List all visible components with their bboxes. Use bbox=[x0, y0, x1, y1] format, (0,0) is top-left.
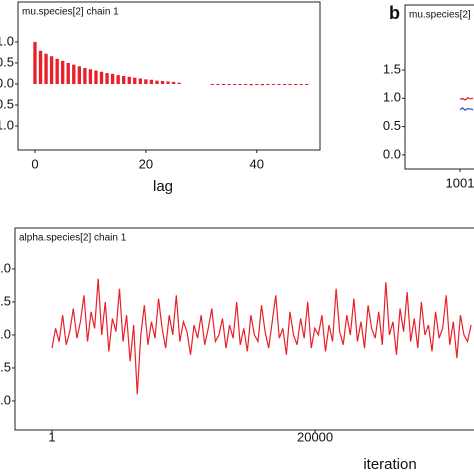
bar bbox=[210, 83, 215, 85]
bar bbox=[288, 83, 292, 85]
bar bbox=[177, 82, 181, 84]
x-tick-label: 1 bbox=[48, 429, 55, 444]
plot-area: mu.species[2] chains 1:2 bbox=[409, 10, 474, 111]
panel-letter: b bbox=[389, 3, 400, 23]
bar bbox=[271, 83, 276, 85]
bar bbox=[99, 71, 104, 84]
y-tick-label: 1.0 bbox=[0, 33, 14, 48]
bar bbox=[38, 50, 43, 84]
trace-line bbox=[51, 278, 472, 395]
y-tick-label: 1.0 bbox=[0, 326, 11, 341]
bar bbox=[171, 81, 176, 84]
trace-line bbox=[459, 107, 474, 111]
chart-title: mu.species[2] chain 1 bbox=[22, 7, 119, 18]
bar bbox=[133, 77, 137, 84]
bar bbox=[216, 83, 220, 85]
bar bbox=[49, 56, 54, 84]
bar bbox=[260, 83, 264, 86]
bar bbox=[66, 62, 70, 84]
plot-frame bbox=[17, 1, 321, 151]
bar bbox=[110, 73, 115, 84]
y-tick-label: 1.0 bbox=[383, 90, 401, 105]
bar bbox=[94, 70, 98, 84]
bar bbox=[221, 83, 226, 85]
bar bbox=[266, 83, 270, 85]
bar bbox=[232, 83, 237, 85]
bar bbox=[299, 83, 303, 85]
y-tick-label: 0.0 bbox=[0, 392, 11, 407]
plot-area: mu.species[2] chain 1 bbox=[22, 7, 309, 86]
bar bbox=[155, 80, 159, 84]
bar bbox=[72, 64, 76, 84]
x-tick-label: 20000 bbox=[297, 429, 333, 444]
bar bbox=[105, 73, 109, 84]
y-tick-label: 0.0 bbox=[0, 75, 14, 90]
bar bbox=[305, 83, 309, 85]
y-tick-label: -1.0 bbox=[0, 117, 14, 132]
x-tick-label: 0 bbox=[31, 156, 38, 171]
bar bbox=[138, 78, 142, 84]
bar bbox=[55, 58, 59, 84]
y-tick-label: 1.5 bbox=[0, 293, 11, 308]
bar bbox=[122, 76, 126, 84]
bar bbox=[255, 83, 259, 85]
bar bbox=[44, 53, 48, 84]
bar bbox=[249, 83, 253, 86]
bar bbox=[166, 81, 170, 84]
plot-area: alpha.species[2] chain 1 bbox=[19, 233, 472, 395]
trace-line bbox=[459, 97, 474, 101]
chart-title: alpha.species[2] chain 1 bbox=[19, 233, 127, 244]
x-tick-label: 40 bbox=[250, 156, 264, 171]
x-tick-label: 1001 bbox=[446, 175, 474, 190]
bar bbox=[77, 66, 81, 84]
bar bbox=[227, 83, 231, 85]
bar bbox=[144, 79, 148, 84]
y-tick-label: 2.0 bbox=[0, 260, 11, 275]
plot-frame bbox=[404, 4, 474, 170]
bar bbox=[149, 79, 154, 84]
bar bbox=[277, 83, 281, 85]
x-axis-label: lag bbox=[153, 178, 173, 195]
x-tick-label: 20 bbox=[139, 156, 153, 171]
bar bbox=[238, 83, 242, 85]
bar bbox=[282, 83, 287, 85]
bar bbox=[293, 83, 298, 85]
y-tick-label: 0.0 bbox=[383, 146, 401, 161]
chart-title: mu.species[2] chains 1:2 bbox=[409, 10, 474, 21]
y-tick-label: 1.5 bbox=[383, 61, 401, 76]
y-tick-label: -0.5 bbox=[0, 96, 14, 111]
x-axis-label: iteration bbox=[363, 456, 416, 473]
bar bbox=[244, 83, 248, 85]
bar bbox=[127, 76, 131, 84]
bar bbox=[33, 41, 37, 84]
bar bbox=[160, 81, 165, 84]
y-tick-label: 0.5 bbox=[0, 359, 11, 374]
plot-frame bbox=[14, 227, 474, 431]
y-tick-label: 0.5 bbox=[383, 118, 401, 133]
bar bbox=[83, 68, 87, 84]
bar bbox=[61, 60, 65, 84]
bar bbox=[116, 75, 120, 84]
y-tick-label: 0.5 bbox=[0, 54, 14, 69]
bar bbox=[88, 69, 93, 84]
